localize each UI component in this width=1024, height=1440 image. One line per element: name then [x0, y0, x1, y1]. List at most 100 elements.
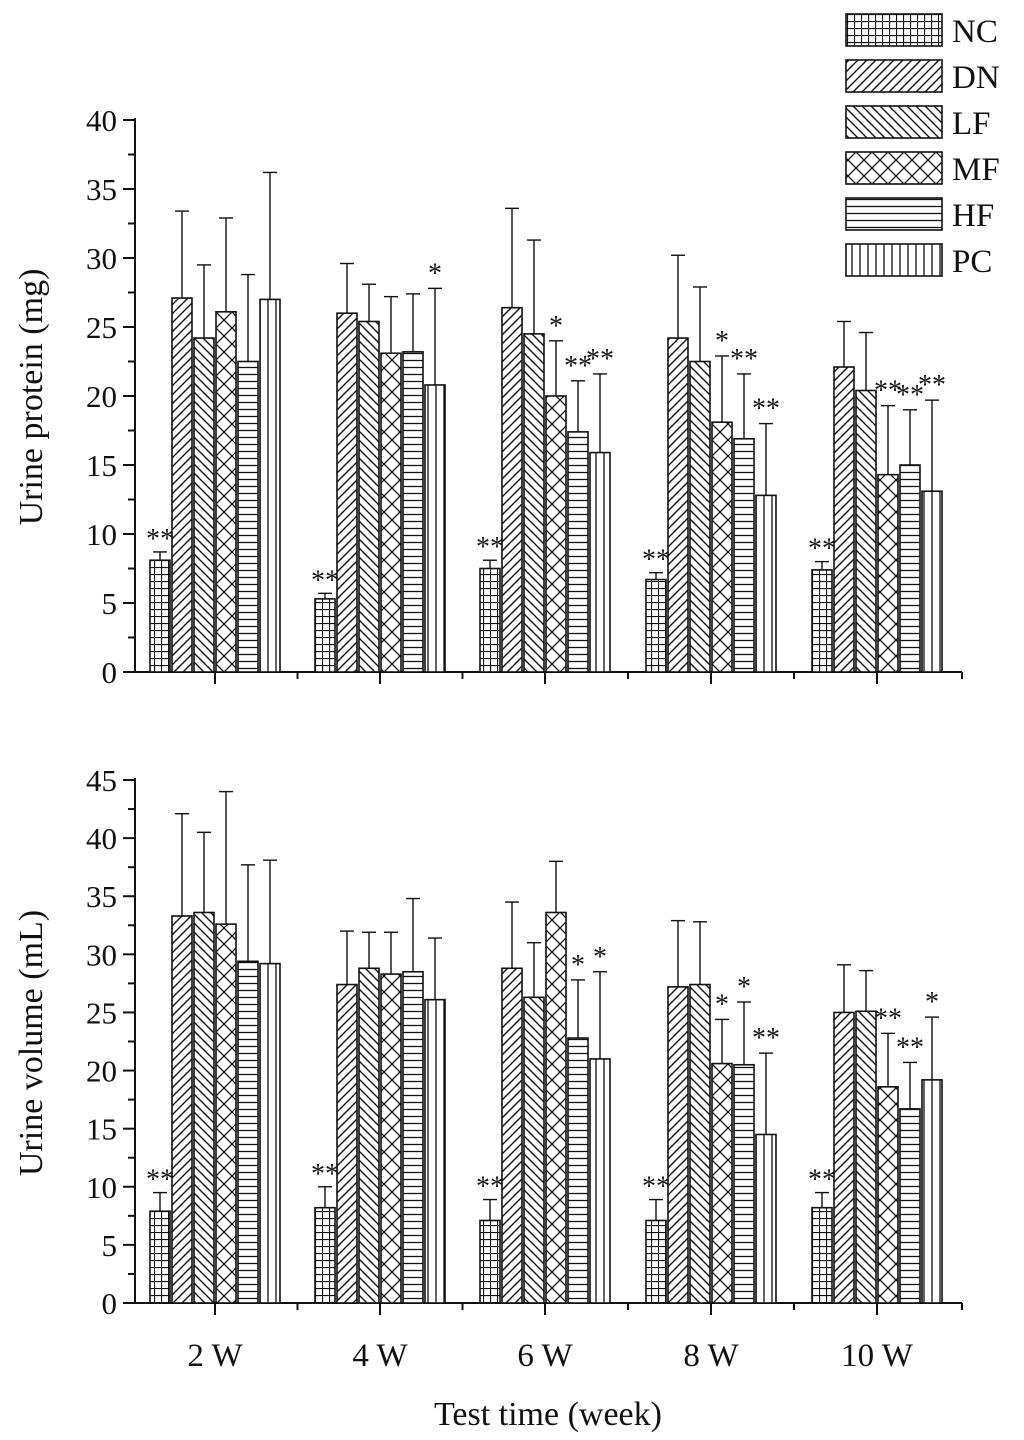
significance-mark: *: [549, 311, 563, 342]
y-axis-label-protein: Urine protein (mg): [13, 269, 50, 526]
x-axis-label: Test time (week): [434, 1396, 662, 1433]
bar-lf-4-w: [358, 967, 380, 1304]
bar-nc-6-w: [479, 1219, 501, 1304]
legend-swatch-lf: [845, 105, 943, 139]
x-tick-label: 10 W: [841, 1338, 914, 1374]
y-tick-label: 35: [86, 172, 117, 207]
significance-mark: *: [715, 326, 729, 357]
significance-mark: **: [586, 344, 614, 375]
bar-nc-2-w: [149, 1210, 171, 1304]
bar-mf-6-w: [545, 911, 567, 1304]
y-tick-label: 0: [102, 655, 118, 690]
significance-mark: **: [874, 1003, 902, 1034]
y-tick-label: 10: [86, 1170, 117, 1205]
bar-nc-10-w: [811, 569, 833, 673]
bar-dn-10-w: [833, 1011, 855, 1304]
bar-nc-6-w: [479, 567, 501, 673]
y-tick-label: 30: [86, 937, 117, 972]
significance-mark: **: [146, 524, 174, 555]
legend-swatch-nc: [845, 13, 943, 47]
bar-mf-4-w: [380, 973, 402, 1304]
bar-dn-4-w: [336, 312, 358, 673]
bar-mf-2-w: [215, 923, 237, 1304]
significance-mark: *: [925, 987, 939, 1018]
significance-mark: **: [476, 1172, 504, 1203]
urine-protein-panel: 0510152025303540************************…: [86, 103, 963, 690]
legend-swatch-hf: [845, 197, 943, 231]
y-tick-label: 15: [86, 1112, 117, 1147]
y-axis-label-volume: Urine volume (mL): [13, 910, 50, 1176]
legend-label-hf: HF: [952, 198, 994, 234]
bar-pc-6-w: [589, 1058, 611, 1304]
bar-nc-4-w: [314, 598, 336, 673]
bar-lf-8-w: [689, 983, 711, 1304]
bar-hf-2-w: [237, 360, 259, 673]
x-tick-label: 6 W: [517, 1338, 573, 1374]
significance-mark: *: [593, 942, 607, 973]
y-tick-label: 15: [86, 448, 117, 483]
bar-pc-10-w: [921, 1079, 943, 1304]
significance-mark: **: [146, 1165, 174, 1196]
bar-hf-8-w: [733, 437, 755, 673]
bar-hf-10-w: [899, 1108, 921, 1304]
significance-mark: **: [874, 376, 902, 407]
significance-mark: **: [808, 534, 836, 565]
bar-mf-10-w: [877, 473, 899, 673]
bar-nc-4-w: [314, 1206, 336, 1304]
bar-hf-6-w: [567, 431, 589, 673]
significance-mark: **: [642, 545, 670, 576]
bar-pc-10-w: [921, 490, 943, 673]
bar-mf-6-w: [545, 395, 567, 673]
bar-dn-8-w: [667, 986, 689, 1304]
legend-label-mf: MF: [952, 152, 1000, 188]
legend-swatch-mf: [845, 151, 943, 185]
legend-label-dn: DN: [952, 60, 1000, 96]
y-tick-label: 5: [102, 586, 118, 621]
x-tick-label: 4 W: [352, 1338, 408, 1374]
bar-pc-2-w: [259, 962, 281, 1304]
y-tick-label: 40: [86, 103, 117, 138]
legend-swatch-dn: [845, 59, 943, 93]
bar-dn-2-w: [171, 297, 193, 673]
significance-mark: **: [642, 1172, 670, 1203]
y-tick-label: 0: [102, 1286, 118, 1321]
bar-pc-2-w: [259, 298, 281, 673]
bar-hf-6-w: [567, 1037, 589, 1304]
bar-hf-4-w: [402, 351, 424, 673]
significance-mark: *: [737, 972, 751, 1003]
y-tick-label: 30: [86, 241, 117, 276]
bar-dn-2-w: [171, 915, 193, 1304]
significance-mark: **: [311, 1159, 339, 1190]
y-tick-label: 40: [86, 821, 117, 856]
significance-mark: **: [311, 565, 339, 596]
significance-mark: *: [428, 258, 442, 289]
bar-lf-2-w: [193, 337, 215, 673]
y-tick-label: 35: [86, 879, 117, 914]
bar-hf-10-w: [899, 464, 921, 673]
y-tick-label: 20: [86, 1054, 117, 1089]
y-tick-label: 25: [86, 995, 117, 1030]
legend-label-lf: LF: [952, 106, 991, 142]
bar-pc-8-w: [755, 494, 777, 673]
significance-mark: **: [730, 344, 758, 375]
bar-lf-8-w: [689, 360, 711, 673]
bar-lf-10-w: [855, 389, 877, 673]
bar-hf-2-w: [237, 960, 259, 1304]
x-tick-label: 2 W: [187, 1338, 243, 1374]
bar-dn-4-w: [336, 983, 358, 1304]
y-tick-label: 20: [86, 379, 117, 414]
significance-mark: **: [752, 394, 780, 425]
bar-dn-6-w: [501, 306, 523, 673]
significance-mark: *: [715, 989, 729, 1020]
bar-mf-8-w: [711, 421, 733, 673]
significance-mark: **: [752, 1023, 780, 1054]
bar-lf-4-w: [358, 320, 380, 673]
significance-mark: **: [918, 370, 946, 401]
significance-mark: **: [896, 380, 924, 411]
bar-lf-2-w: [193, 911, 215, 1304]
bar-pc-8-w: [755, 1133, 777, 1304]
bar-nc-8-w: [645, 1219, 667, 1304]
bar-lf-6-w: [523, 996, 545, 1304]
legend-label-pc: PC: [952, 244, 992, 280]
